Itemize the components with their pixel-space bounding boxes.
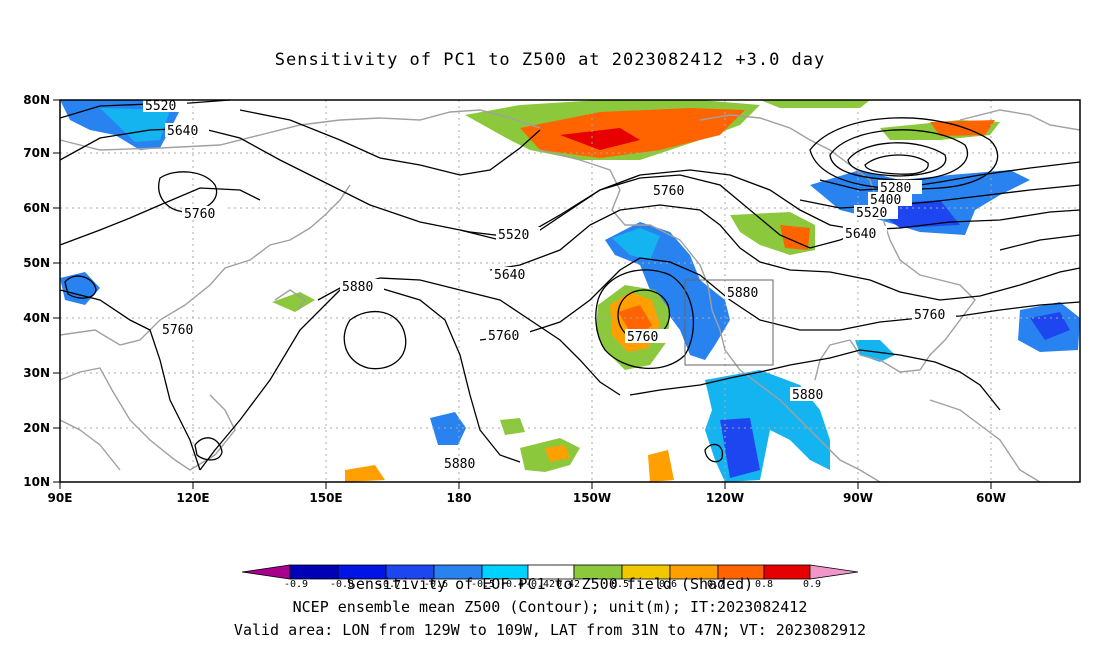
contour-label: 5760 bbox=[653, 184, 684, 199]
contour-hawaii-loop bbox=[704, 443, 724, 463]
shade-orange-tropics bbox=[648, 450, 674, 482]
colorbar-tick: -0.5 bbox=[471, 579, 495, 590]
contour-label: 5760 bbox=[627, 330, 658, 345]
contour-label: 5640 bbox=[167, 124, 198, 139]
colorbar-tick: -0.6 bbox=[424, 579, 448, 590]
contour-5760-loop bbox=[158, 171, 218, 213]
colorbar bbox=[241, 564, 859, 580]
lat-label: 40N bbox=[23, 311, 50, 325]
contour-5640-mid bbox=[489, 204, 1081, 301]
valid-area-box bbox=[684, 279, 774, 366]
shade-cyan-siberia bbox=[100, 108, 170, 142]
contour-label: 5400 bbox=[870, 193, 901, 208]
contour-5760-west bbox=[59, 187, 261, 246]
lon-label: 90W bbox=[843, 491, 873, 505]
lon-labels: 90E 120E 150E 180 150W 120W 90W 60W bbox=[48, 491, 1006, 505]
shade-orange-equator bbox=[345, 465, 385, 482]
contour-vortex-2 bbox=[829, 129, 969, 181]
colorbar-tick: -0.8 bbox=[330, 579, 354, 590]
coastlines bbox=[59, 109, 1081, 483]
shade-darkblue-atlantic bbox=[1030, 312, 1070, 340]
lat-label: 20N bbox=[23, 421, 50, 435]
contour-label-group: 5520 5640 5760 5760 5880 5760 5520 5640 … bbox=[143, 98, 956, 472]
contour-5280-east bbox=[819, 161, 1081, 191]
colorbar-tick: 0.9 bbox=[803, 579, 821, 590]
shade-red-arctic bbox=[560, 128, 640, 150]
contour-label: 5880 bbox=[727, 286, 758, 301]
shade-cyan-gulf-alaska bbox=[612, 228, 660, 260]
lon-label: 150E bbox=[309, 491, 342, 505]
contour-low-inner bbox=[617, 289, 670, 341]
contour-label: 5520 bbox=[145, 99, 176, 114]
footer-valid-area: Valid area: LON from 129W to 109W, LAT f… bbox=[233, 621, 867, 639]
colorbar-tick: -0.7 bbox=[377, 579, 401, 590]
contour-label: 5760 bbox=[162, 323, 193, 338]
lon-label: 120E bbox=[176, 491, 209, 505]
map-frame bbox=[59, 99, 1081, 483]
contour-label: 5880 bbox=[444, 457, 475, 472]
lon-label: 60W bbox=[976, 491, 1006, 505]
shade-green-arctic-b bbox=[760, 100, 870, 108]
shade-darkblue-mexico bbox=[720, 418, 760, 478]
lat-lon-grid bbox=[60, 100, 1080, 482]
contour-label: 5520 bbox=[856, 206, 887, 221]
contour-label: 5640 bbox=[494, 268, 525, 283]
lat-label: 10N bbox=[23, 475, 50, 489]
shade-green-japan bbox=[272, 292, 315, 312]
colorbar-tick: 0.7 bbox=[707, 579, 725, 590]
contour-5520-east bbox=[459, 169, 1081, 241]
colorbar-tick: -0.42 bbox=[525, 579, 555, 590]
colorbar-tick: 0.8 bbox=[755, 579, 773, 590]
contour-vortex-4 bbox=[864, 154, 929, 175]
contour-label: 5760 bbox=[488, 329, 519, 344]
lat-label: 30N bbox=[23, 366, 50, 380]
contour-label: 5760 bbox=[914, 308, 945, 323]
contour-label: 5880 bbox=[342, 280, 373, 295]
colorbar-tick: -0.9 bbox=[284, 579, 308, 590]
lat-label: 60N bbox=[23, 201, 50, 215]
colorbar-tick: 0.42 bbox=[556, 579, 580, 590]
contour-label: 5880 bbox=[792, 388, 823, 403]
lon-label: 180 bbox=[446, 491, 471, 505]
contour-5880-east bbox=[629, 349, 1001, 411]
contour-vortex-3 bbox=[847, 142, 947, 177]
contour-main-b bbox=[199, 277, 621, 471]
lon-label: 120W bbox=[706, 491, 744, 505]
lat-label: 50N bbox=[23, 256, 50, 270]
contour-5640-east-tail bbox=[999, 234, 1081, 251]
tick-marks bbox=[53, 99, 992, 489]
colorbar-tick: -0.4 bbox=[500, 579, 524, 590]
lon-label: 150W bbox=[573, 491, 611, 505]
contour-label: 5640 bbox=[845, 227, 876, 242]
footer-contour-caption: NCEP ensemble mean Z500 (Contour); unit(… bbox=[292, 598, 808, 616]
contour-main-a bbox=[59, 289, 201, 471]
colorbar-tick: 0.6 bbox=[659, 579, 677, 590]
lat-label: 70N bbox=[23, 146, 50, 160]
map-title: Sensitivity of PC1 to Z500 at 2023082412… bbox=[274, 50, 826, 70]
shade-orange-hawaii bbox=[545, 445, 570, 462]
footer-shaded-caption: Sensitivity of EOF PC1 to Z500 field (Sh… bbox=[346, 575, 754, 593]
contour-5880-loop bbox=[343, 311, 407, 370]
contour-low-top bbox=[239, 109, 541, 176]
contour-label: 5520 bbox=[498, 228, 529, 243]
shade-blue-tropical-pacific bbox=[430, 412, 466, 445]
shade-orange-arctic bbox=[520, 108, 745, 158]
colorbar-tick: 0.5 bbox=[611, 579, 629, 590]
contour-label: 5760 bbox=[184, 207, 215, 222]
lat-labels: 80N 70N 60N 50N 40N 30N 20N 10N bbox=[23, 93, 50, 489]
colorbar-ticks: -0.9 -0.8 -0.7 -0.6 -0.5 -0.4 -0.42 0.42… bbox=[284, 579, 821, 590]
shade-green-tropics bbox=[500, 418, 525, 435]
colorbar-right-arrow bbox=[809, 564, 859, 580]
contour-south-loop bbox=[194, 437, 223, 461]
contour-5880-pacific bbox=[317, 287, 521, 463]
contour-5400-east bbox=[799, 184, 1081, 209]
lon-label: 90E bbox=[48, 491, 73, 505]
shade-orange-canada bbox=[780, 225, 810, 250]
shade-orange-greenland bbox=[930, 120, 995, 136]
contour-east-asia-loop bbox=[64, 275, 97, 299]
contour-vortex-1 bbox=[809, 117, 999, 190]
lat-label: 80N bbox=[23, 93, 50, 107]
contour-5760-mid bbox=[479, 257, 1081, 341]
